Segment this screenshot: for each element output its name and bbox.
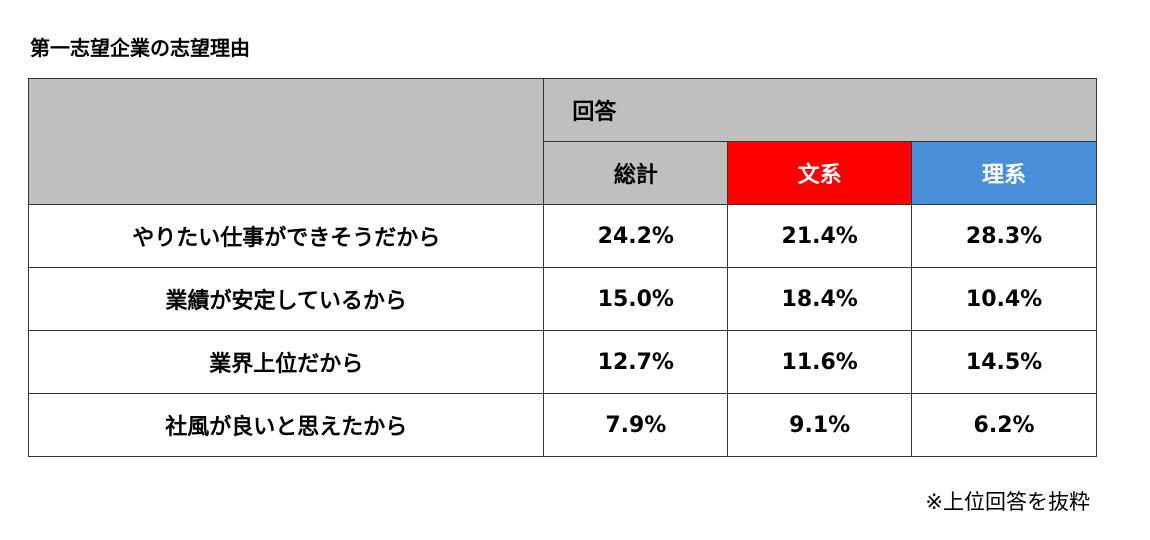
cell-value: 12.7%: [543, 330, 729, 394]
cell-value: 15.0%: [543, 267, 729, 331]
cell-value: 9.1%: [727, 393, 913, 457]
cell-value: 7.9%: [543, 393, 729, 457]
cell-value: 21.4%: [727, 204, 913, 268]
row-label: 業績が安定しているから: [27, 267, 545, 331]
cell-value: 24.2%: [543, 204, 729, 268]
row-label: 社風が良いと思えたから: [27, 393, 545, 457]
column-header-bunkei: 文系: [727, 141, 913, 205]
header-row-group: 回答: [27, 78, 1097, 205]
footnote: ※上位回答を抜粋: [925, 490, 1090, 514]
cell-value: 14.5%: [911, 330, 1097, 394]
table-row: やりたい仕事ができそうだから 24.2% 21.4% 28.3%: [27, 204, 1097, 268]
table-row: 業界上位だから 12.7% 11.6% 14.5%: [27, 330, 1097, 394]
table-row: 業績が安定しているから 15.0% 18.4% 10.4%: [27, 267, 1097, 331]
group-header-cell: 回答: [543, 78, 1097, 142]
cell-value: 18.4%: [727, 267, 913, 331]
row-label: やりたい仕事ができそうだから: [27, 204, 545, 268]
cell-value: 6.2%: [911, 393, 1097, 457]
row-label: 業界上位だから: [27, 330, 545, 394]
header-corner-cell: [27, 78, 545, 205]
column-header-rikei: 理系: [911, 141, 1097, 205]
page-title: 第一志望企業の志望理由: [30, 36, 250, 60]
table-row: 社風が良いと思えたから 7.9% 9.1% 6.2%: [27, 393, 1097, 457]
column-header-total: 総計: [543, 141, 729, 205]
header-row-columns: 総計 文系 理系: [29, 141, 1097, 205]
cell-value: 28.3%: [911, 204, 1097, 268]
data-table: 回答 総計 文系 理系 やりたい仕事ができそうだから 24.2% 21.4% 2…: [27, 78, 1097, 457]
cell-value: 10.4%: [911, 267, 1097, 331]
cell-value: 11.6%: [727, 330, 913, 394]
